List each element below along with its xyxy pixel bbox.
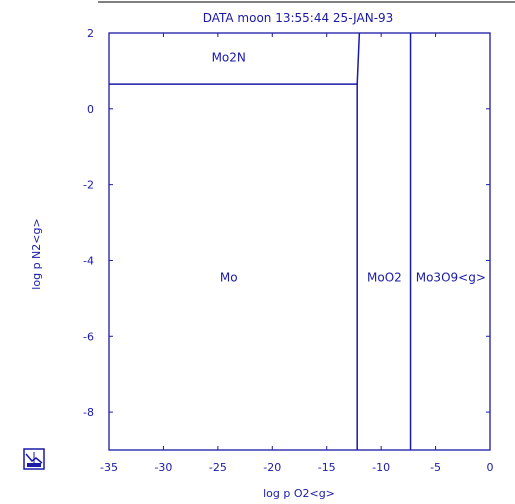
region-labels: Mo2N Mo MoO2 Mo3O9<g> <box>212 51 486 285</box>
x-tick-label: -20 <box>263 461 281 474</box>
phase-boundaries <box>109 32 412 450</box>
x-tick-label: -25 <box>209 461 227 474</box>
x-tick-label: -35 <box>100 461 118 474</box>
x-axis-label: log p O2<g> <box>263 487 335 499</box>
y-tick-label: -8 <box>83 406 94 419</box>
x-tick-label: 0 <box>487 461 494 474</box>
axis-ticks: -35 -30 -25 -20 -15 -10 -5 0 2 0 -2 -4 -6 -8 <box>83 27 493 474</box>
plot-frame <box>108 32 491 451</box>
plot-area <box>108 32 491 451</box>
y-tick-label: 2 <box>87 27 94 40</box>
x-tick-label: -5 <box>430 461 441 474</box>
data-logo-icon <box>23 448 45 470</box>
region-label: MoO2 <box>367 271 402 285</box>
x-tick-label: -15 <box>318 461 336 474</box>
chart-title: DATA moon 13:55:44 25-JAN-93 <box>203 11 394 25</box>
y-axis-label: log p N2<g> <box>30 218 43 289</box>
region-label: Mo <box>220 271 238 285</box>
y-tick-label: -4 <box>83 254 94 267</box>
y-tick-label: 0 <box>87 103 94 116</box>
y-tick-label: -6 <box>83 330 94 343</box>
region-label: Mo3O9<g> <box>416 271 486 285</box>
y-tick-label: -2 <box>83 179 94 192</box>
x-tick-label: -30 <box>154 461 172 474</box>
region-label: Mo2N <box>212 51 246 65</box>
x-tick-label: -10 <box>372 461 390 474</box>
